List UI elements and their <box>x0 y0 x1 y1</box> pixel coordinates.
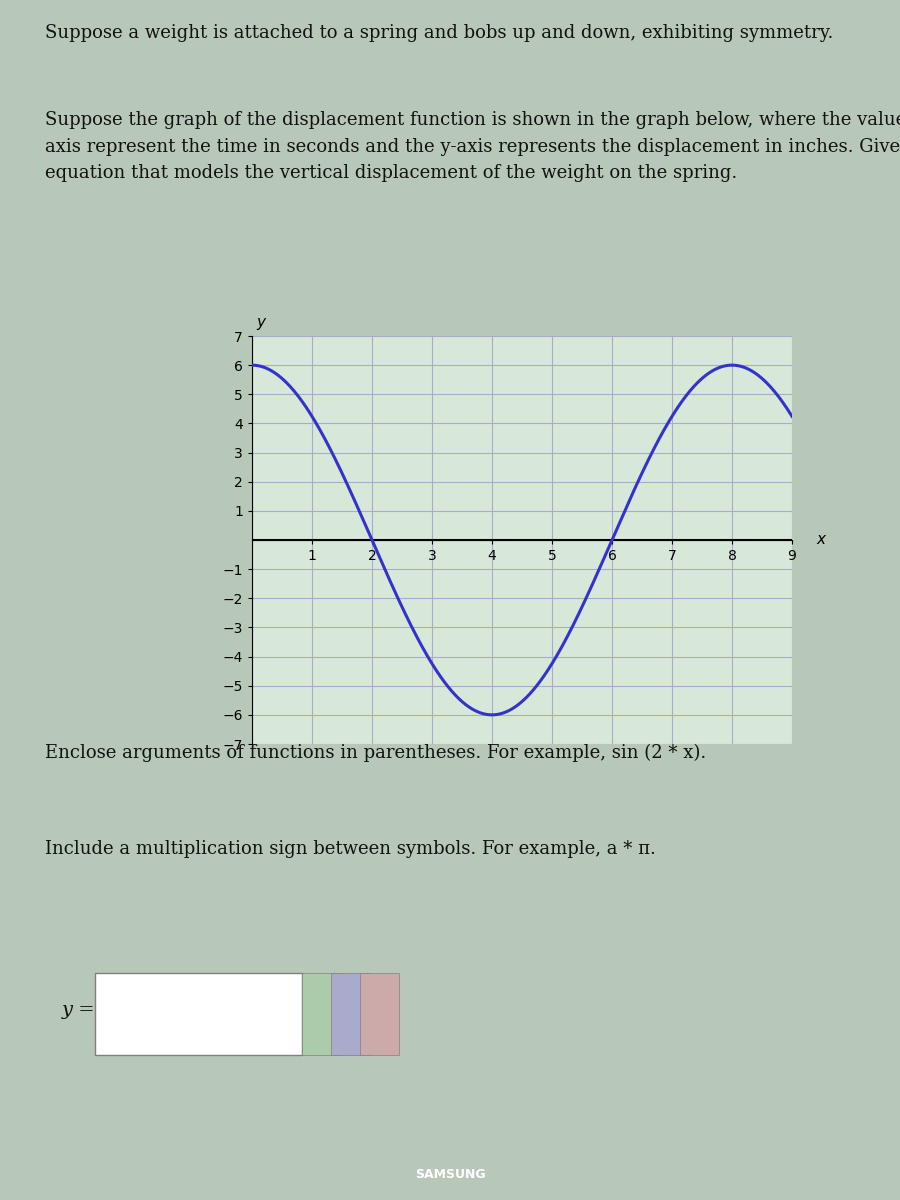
Text: y: y <box>256 316 266 330</box>
FancyBboxPatch shape <box>94 973 302 1055</box>
Text: y =: y = <box>61 1001 95 1019</box>
Text: Include a multiplication sign between symbols. For example, a * π.: Include a multiplication sign between sy… <box>45 840 656 858</box>
FancyBboxPatch shape <box>302 973 341 1055</box>
FancyBboxPatch shape <box>330 973 371 1055</box>
Text: Enclose arguments of functions in parentheses. For example, sin (2 * x).: Enclose arguments of functions in parent… <box>45 744 706 762</box>
Text: SAMSUNG: SAMSUNG <box>415 1169 485 1181</box>
Text: Suppose the graph of the displacement function is shown in the graph below, wher: Suppose the graph of the displacement fu… <box>45 112 900 182</box>
FancyBboxPatch shape <box>360 973 400 1055</box>
Text: Suppose a weight is attached to a spring and bobs up and down, exhibiting symmet: Suppose a weight is attached to a spring… <box>45 24 833 42</box>
Text: x: x <box>816 533 825 547</box>
